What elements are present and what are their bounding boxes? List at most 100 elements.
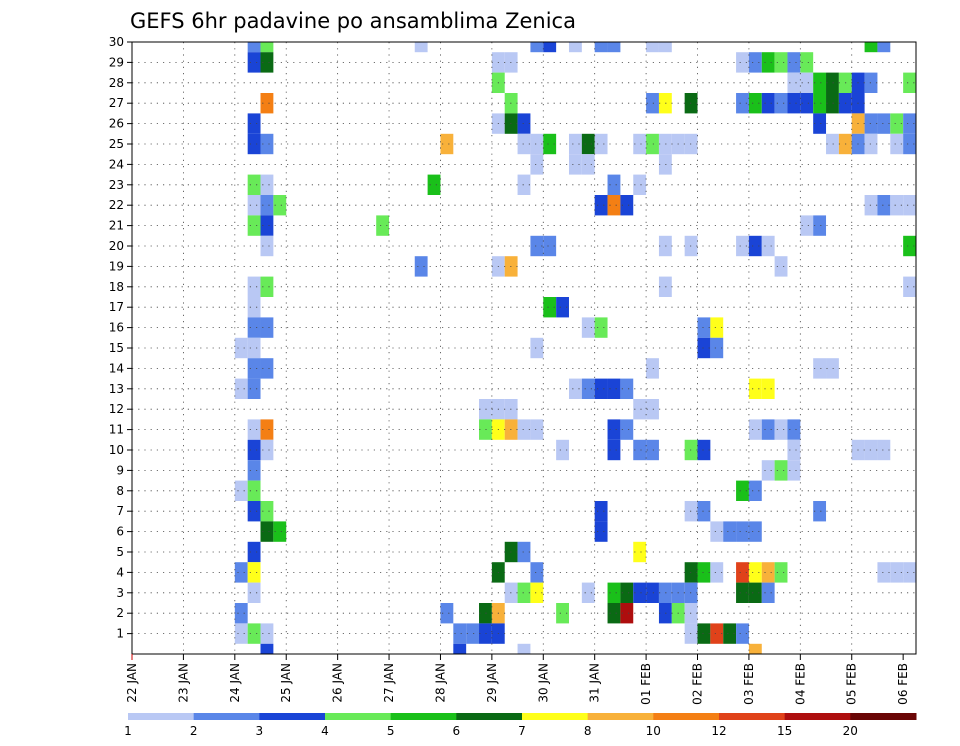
colorbar-label: 5 bbox=[387, 724, 395, 738]
precip-cell bbox=[800, 93, 814, 114]
precip-cell bbox=[864, 439, 878, 461]
precip-cell bbox=[260, 501, 274, 522]
precip-cell bbox=[607, 174, 621, 195]
precip-cell bbox=[813, 501, 827, 522]
y-tick-label: 30 bbox=[109, 35, 124, 49]
precip-cell bbox=[607, 419, 621, 440]
precip-cell bbox=[247, 562, 261, 583]
precip-cell bbox=[581, 133, 595, 155]
precip-cell bbox=[247, 419, 261, 440]
precip-cell bbox=[710, 562, 724, 583]
precip-cell bbox=[787, 93, 801, 114]
precip-cell bbox=[530, 337, 544, 359]
x-tick-label: 02 FEB bbox=[691, 663, 705, 705]
precip-cell bbox=[723, 623, 737, 644]
x-tick-label: 03 FEB bbox=[742, 663, 756, 705]
precip-cell bbox=[890, 562, 904, 583]
y-tick-label: 13 bbox=[109, 382, 124, 396]
precip-cell bbox=[260, 419, 274, 440]
precip-cell bbox=[530, 42, 544, 53]
precip-cell bbox=[761, 582, 775, 603]
precip-cell bbox=[260, 133, 274, 155]
precip-cell bbox=[813, 215, 827, 236]
precip-cell bbox=[761, 460, 775, 481]
y-tick-label: 4 bbox=[116, 565, 124, 579]
colorbar-swatch bbox=[850, 713, 917, 720]
precip-cell bbox=[864, 42, 878, 53]
precip-cell bbox=[247, 480, 261, 501]
precip-cell bbox=[736, 480, 749, 501]
x-tick-label: 30 JAN bbox=[536, 663, 550, 703]
precip-cell bbox=[234, 623, 248, 644]
precip-cell bbox=[633, 174, 647, 195]
precip-cell bbox=[607, 603, 621, 624]
precip-cell bbox=[581, 378, 595, 399]
precip-cell bbox=[414, 42, 428, 53]
precip-cell bbox=[620, 582, 634, 603]
precip-cell bbox=[440, 133, 454, 155]
colorbar-swatch bbox=[193, 713, 260, 720]
precip-cell bbox=[774, 52, 788, 73]
precip-cell bbox=[697, 317, 711, 338]
precip-cell bbox=[517, 113, 531, 134]
precip-cell bbox=[723, 521, 737, 542]
colorbar-label: 2 bbox=[190, 724, 198, 738]
precip-cell bbox=[903, 562, 916, 583]
precip-cell bbox=[260, 358, 274, 379]
x-tick-label: 24 JAN bbox=[228, 663, 242, 703]
precip-cell bbox=[646, 399, 659, 420]
y-tick-label: 29 bbox=[109, 55, 124, 69]
precip-cell bbox=[633, 399, 647, 420]
precip-cell bbox=[273, 195, 287, 216]
precip-cell bbox=[697, 337, 711, 359]
precip-cell bbox=[890, 195, 904, 216]
precip-cell bbox=[607, 582, 621, 603]
y-tick-label: 26 bbox=[109, 117, 124, 131]
precip-cell bbox=[260, 317, 274, 338]
colorbar-swatch bbox=[784, 713, 851, 720]
precip-cell bbox=[543, 297, 557, 318]
y-tick-label: 3 bbox=[116, 586, 124, 600]
y-tick-label: 20 bbox=[109, 239, 124, 253]
colorbar-swatch bbox=[587, 713, 654, 720]
precip-cell bbox=[761, 378, 775, 399]
precip-cell bbox=[877, 439, 891, 461]
precip-cell bbox=[568, 133, 582, 155]
precip-cell bbox=[517, 582, 531, 603]
precip-cell bbox=[543, 42, 557, 53]
precip-cell bbox=[517, 174, 531, 195]
y-tick-label: 6 bbox=[116, 525, 124, 539]
precip-cell bbox=[774, 460, 788, 481]
y-tick-label: 7 bbox=[116, 504, 124, 518]
precip-cell bbox=[543, 133, 557, 155]
precip-cell bbox=[247, 297, 261, 318]
precip-cell bbox=[813, 72, 827, 93]
precip-cell bbox=[568, 154, 582, 175]
y-tick-label: 10 bbox=[109, 443, 124, 457]
precip-cell bbox=[517, 419, 531, 440]
precip-cell bbox=[748, 93, 762, 114]
precip-cell bbox=[697, 562, 711, 583]
precip-cell bbox=[890, 133, 904, 155]
y-tick-label: 11 bbox=[109, 423, 124, 437]
precip-cell bbox=[247, 337, 261, 359]
precip-cell bbox=[800, 52, 814, 73]
precip-cell bbox=[247, 113, 261, 134]
y-tick-label: 9 bbox=[116, 463, 124, 477]
grid-layer bbox=[132, 42, 916, 654]
precip-cell bbox=[620, 603, 634, 624]
precip-cell bbox=[556, 297, 569, 318]
y-tick-label: 12 bbox=[109, 402, 124, 416]
x-tick-label: 23 JAN bbox=[176, 663, 190, 703]
precip-cell bbox=[646, 93, 659, 114]
precip-cell bbox=[530, 133, 544, 155]
precip-cell bbox=[260, 235, 274, 257]
precip-cell bbox=[260, 195, 274, 216]
precip-cell bbox=[800, 72, 814, 93]
precip-cell bbox=[427, 174, 441, 195]
precip-cell bbox=[260, 643, 274, 654]
colorbar-swatch bbox=[456, 713, 523, 720]
y-tick-label: 18 bbox=[109, 280, 124, 294]
